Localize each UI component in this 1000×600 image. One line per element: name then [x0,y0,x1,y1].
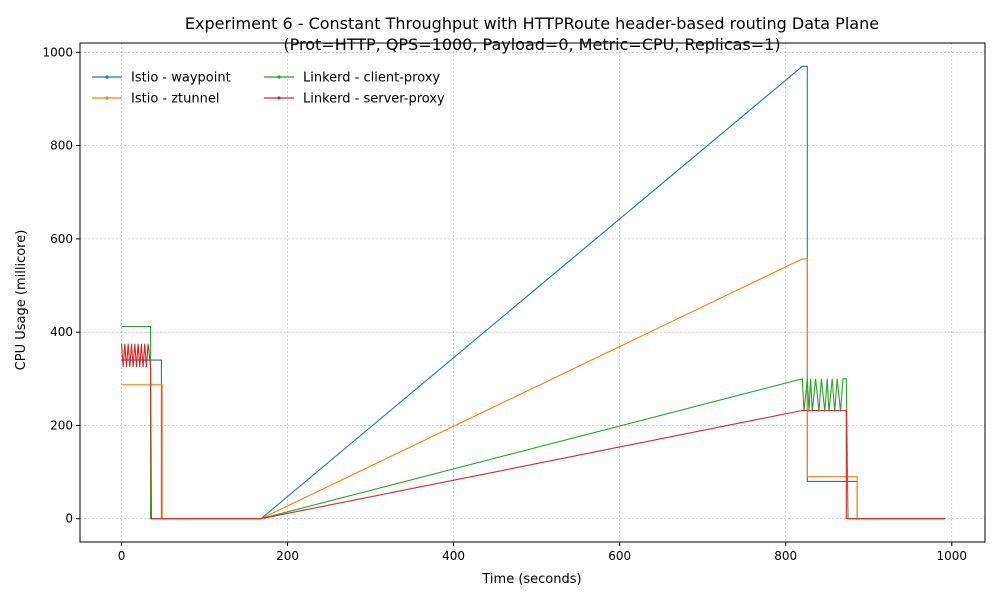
legend: Istio - waypoint Istio - ztunnel Linkerd -… [92,71,445,107]
series-line-1 [121,65,946,520]
x-tick-label: 0 [118,549,126,563]
y-tick-label: 400 [50,325,73,339]
x-axis-label: Time (seconds) [481,572,581,587]
y-tick-label: 0 [65,512,73,526]
series-line-3 [121,325,946,520]
x-tick-label: 400 [442,549,465,563]
y-tick-label: 1000 [42,45,73,59]
legend-marker-3 [277,75,281,79]
chart-subtitle: (Prot=HTTP, QPS=1000, Payload=0, Metric=… [283,35,780,54]
chart-title: Experiment 6 - Constant Throughput with … [185,14,879,33]
x-tick-label: 800 [774,549,797,563]
legend-marker-2 [105,96,109,100]
y-tick-label: 600 [50,232,73,246]
y-axis-label: CPU Usage (millicore) [14,230,29,371]
x-axis-ticks: 0 200 400 600 800 1000 [118,542,967,563]
series-line-4 [120,343,946,520]
legend-label-3: Linkerd - client-proxy [303,71,440,86]
x-tick-label: 600 [608,549,631,563]
series-layer [120,65,946,520]
x-tick-label: 200 [276,549,299,563]
grid-lines [80,43,985,542]
y-tick-label: 800 [50,139,73,153]
legend-label-2: Istio - ztunnel [131,92,219,107]
y-tick-label: 200 [50,418,73,432]
legend-marker-1 [105,75,109,79]
x-tick-label: 1000 [937,549,968,563]
plot-frame [79,42,986,543]
legend-marker-4 [277,96,281,100]
legend-label-1: Istio - waypoint [131,71,231,86]
y-axis-ticks: 0 200 400 600 800 1000 [42,45,80,526]
legend-label-4: Linkerd - server-proxy [303,92,445,107]
series-line-2 [121,258,946,520]
